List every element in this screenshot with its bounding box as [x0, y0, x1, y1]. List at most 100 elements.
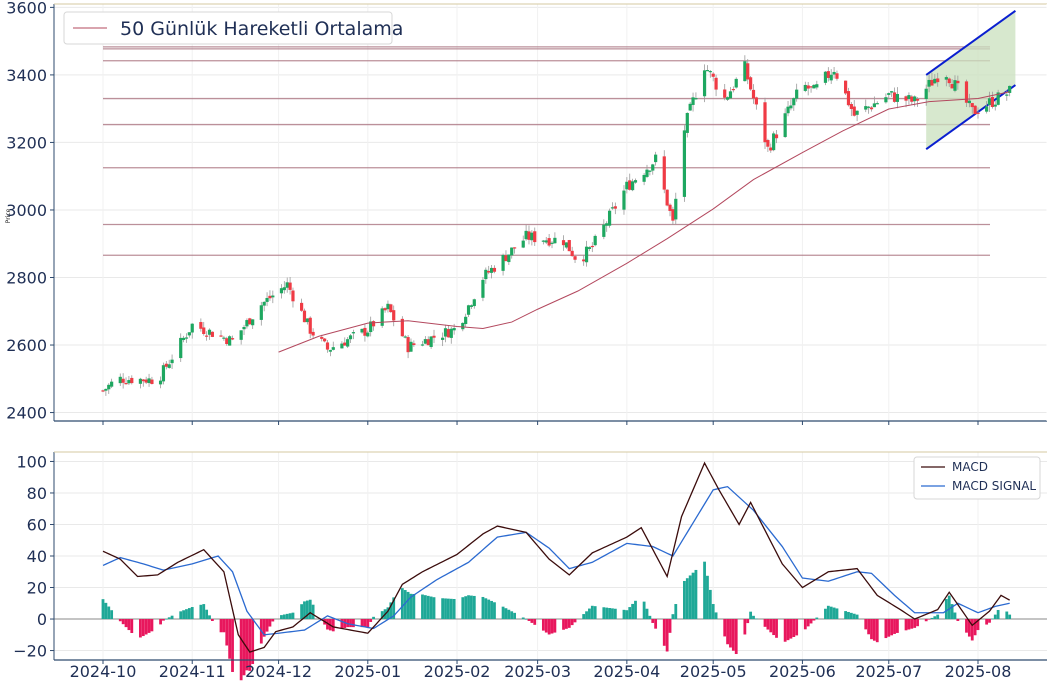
candle-body: [472, 299, 476, 307]
histogram-bar-positive: [1005, 611, 1009, 620]
histogram-bar-positive: [372, 616, 375, 620]
candle-body: [812, 84, 816, 89]
histogram-bar-positive: [815, 617, 819, 620]
candle-body: [426, 339, 430, 346]
candle-body: [602, 224, 606, 237]
histogram-bar-positive: [688, 575, 692, 620]
histogram-bar-negative: [723, 619, 727, 637]
histogram-bar-negative: [792, 619, 796, 637]
candle-body: [343, 342, 347, 346]
histogram-bar-positive: [493, 602, 496, 620]
candle-body: [400, 318, 404, 337]
histogram-bar-positive: [588, 608, 591, 620]
candle-body: [351, 332, 356, 334]
histogram-bar-positive: [1008, 614, 1012, 620]
histogram-bar-negative: [222, 619, 226, 633]
legend-box: [63, 11, 393, 45]
candle-body: [544, 240, 548, 243]
histogram-bar-negative: [262, 619, 266, 637]
candle-body: [432, 335, 436, 338]
candle-body: [593, 235, 597, 246]
candle-body: [328, 350, 332, 352]
legend-label-signal: MACD SIGNAL: [952, 479, 1036, 493]
candle-body: [228, 336, 232, 346]
histogram-bar-negative: [366, 619, 370, 628]
histogram-bar-negative: [746, 619, 750, 624]
candle-body: [570, 250, 574, 257]
candle-body: [492, 267, 497, 272]
candle-body: [904, 96, 908, 101]
macd-histogram: [101, 561, 1012, 681]
candle-body: [199, 322, 203, 329]
histogram-bar-positive: [990, 618, 994, 620]
histogram-bar-positive: [711, 604, 715, 620]
histogram-bar-positive: [101, 599, 105, 620]
candle-body: [766, 140, 770, 147]
candle-body: [795, 89, 799, 99]
histogram-bar-positive: [412, 593, 416, 620]
candle-body: [832, 71, 836, 75]
histogram-bar-negative: [775, 619, 778, 638]
channel-fill: [926, 10, 1016, 150]
histogram-bar-negative: [812, 619, 816, 621]
histogram-bar-positive: [280, 615, 283, 620]
histogram-bar-positive: [752, 615, 755, 620]
horizontal-levels: [103, 46, 990, 256]
histogram-bar-positive: [691, 572, 695, 620]
histogram-bar-negative: [159, 619, 162, 625]
candle-body: [207, 329, 212, 335]
candle-body: [731, 88, 735, 91]
channel-lower-line: [925, 84, 1017, 151]
macd-lines: [102, 461, 1010, 653]
histogram-bar-negative: [803, 619, 807, 630]
histogram-bar-positive: [182, 610, 185, 620]
histogram-bar-positive: [674, 604, 678, 620]
histogram-bar-negative: [118, 619, 122, 622]
histogram-bar-positive: [749, 611, 753, 620]
macd-y-tick-label: 0: [37, 610, 47, 629]
candle-body: [625, 181, 629, 190]
legend-label-ma: 50 Günlük Hareketli Ortalama: [120, 18, 403, 40]
histogram-bar-positive: [582, 614, 586, 620]
histogram-bar-negative: [544, 619, 548, 633]
histogram-bar-positive: [484, 598, 488, 620]
histogram-bar-negative: [769, 619, 773, 633]
candle-body: [302, 310, 307, 323]
histogram-bar-negative: [973, 619, 977, 636]
candle-body: [789, 105, 793, 109]
histogram-bar-negative: [369, 619, 373, 622]
histogram-bar-negative: [654, 619, 658, 629]
histogram-bar-negative: [124, 619, 128, 628]
histogram-bar-negative: [147, 619, 151, 633]
histogram-bar-negative: [809, 619, 813, 624]
candle-body: [743, 61, 747, 82]
candle-body: [947, 78, 951, 84]
candle-body: [567, 240, 571, 252]
histogram-bar-positive: [107, 606, 111, 620]
candle-body: [633, 180, 638, 183]
candle-body: [590, 245, 594, 248]
candle-body: [521, 240, 525, 248]
candle-body: [170, 359, 174, 364]
candle-body: [239, 330, 243, 340]
histogram-bar-negative: [550, 619, 554, 634]
x-tick-label: 2024-12: [245, 662, 312, 681]
histogram-bar-positive: [164, 618, 168, 620]
price-y-tick-label: 2400: [6, 404, 47, 423]
candle-body: [242, 326, 246, 330]
candle-body: [930, 79, 934, 86]
candle-body: [282, 287, 286, 291]
candle-body: [380, 308, 384, 326]
candle-body: [308, 317, 312, 334]
histogram-bar-positive: [421, 594, 424, 620]
histogram-bar-positive: [829, 606, 833, 620]
candle-body: [826, 71, 830, 78]
candle-body: [489, 267, 494, 273]
histogram-bar-positive: [933, 616, 937, 620]
histogram-bar-positive: [167, 617, 171, 620]
candle-body: [829, 74, 833, 81]
candle-body: [446, 329, 450, 338]
candle-body: [225, 338, 229, 344]
histogram-bar-positive: [513, 612, 516, 620]
